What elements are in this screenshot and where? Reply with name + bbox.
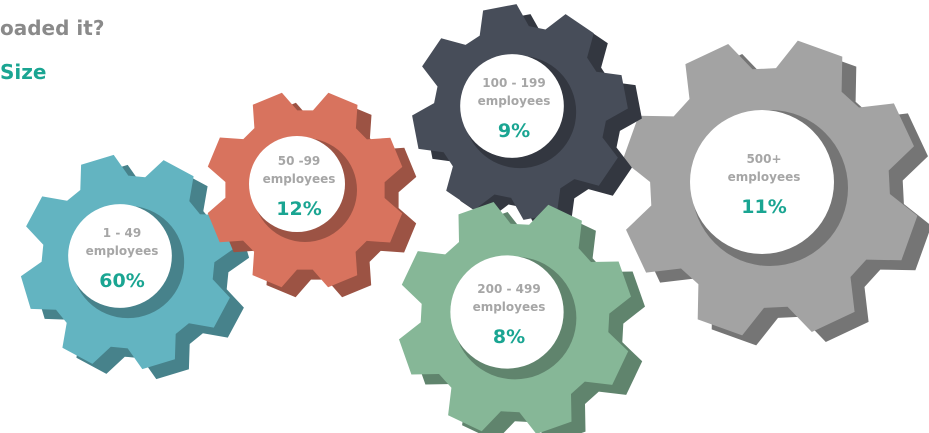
category-label: 100 - 199 employees bbox=[477, 76, 551, 108]
category-label: 200 - 499 employees bbox=[472, 282, 546, 314]
value-label: 11% bbox=[741, 196, 787, 218]
gear-hole bbox=[450, 255, 564, 369]
value-label: 12% bbox=[276, 198, 322, 220]
value-label: 60% bbox=[99, 270, 145, 292]
gear-hole bbox=[690, 110, 834, 254]
category-label: 500+ employees bbox=[727, 152, 801, 184]
gear-hole bbox=[460, 54, 564, 158]
gear-hole bbox=[249, 136, 345, 232]
value-label: 9% bbox=[497, 120, 531, 142]
value-label: 8% bbox=[492, 326, 526, 348]
title: oaded it? bbox=[0, 16, 105, 40]
subtitle: Size bbox=[0, 60, 47, 84]
category-label: 1 - 49 employees bbox=[85, 226, 159, 258]
category-label: 50 -99 employees bbox=[262, 154, 336, 186]
gear-hole bbox=[68, 204, 172, 308]
